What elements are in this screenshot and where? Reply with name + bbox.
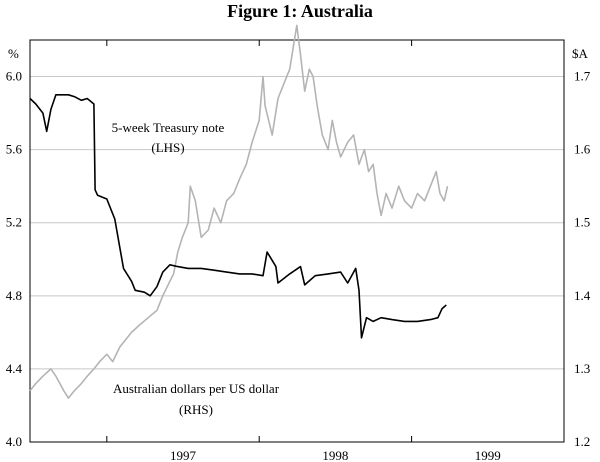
right-tick-label: 1.5 — [574, 215, 590, 230]
x-tick-label: 1999 — [475, 448, 501, 462]
plot-frame — [29, 39, 565, 443]
left-tick-label: 5.6 — [6, 142, 23, 157]
series-group — [29, 24, 449, 399]
right-axis: 1.2 1.3 1.4 1.5 1.6 1.7 $A — [572, 46, 591, 449]
right-axis-unit: $A — [572, 46, 589, 61]
annotation-tn-line: 5-week Treasury note — [112, 120, 225, 135]
left-tick-label: 4.4 — [6, 361, 23, 376]
annotation-fx-line: Australian dollars per US dollar — [113, 381, 280, 396]
right-tick-label: 1.7 — [574, 69, 591, 84]
x-tick-label: 1997 — [170, 448, 197, 462]
series-line-treasury-note — [29, 94, 447, 339]
right-tick-label: 1.6 — [574, 142, 591, 157]
left-axis: 4.0 4.4 4.8 5.2 5.6 6.0% — [6, 46, 23, 449]
annotation-fx-line: (RHS) — [179, 402, 213, 417]
left-tick-label: 4.8 — [6, 288, 22, 303]
left-axis-unit: % — [8, 46, 19, 61]
right-tick-label: 1.2 — [574, 434, 590, 449]
left-tick-label: 5.2 — [6, 215, 22, 230]
x-axis: 1997 1998 1999 — [106, 40, 501, 462]
series-line-aud-usd — [29, 24, 449, 399]
right-tick-label: 1.3 — [574, 361, 590, 376]
x-tick-label: 1998 — [322, 448, 348, 462]
chart-title: Figure 1: Australia — [227, 1, 373, 21]
annotation-tn-line: (LHS) — [151, 140, 184, 155]
right-tick-label: 1.4 — [574, 288, 591, 303]
left-tick-label: 4.0 — [6, 434, 22, 449]
left-tick-label: 6.0 — [6, 69, 22, 84]
gridlines — [30, 76, 564, 370]
annotations: 5-week Treasury note (LHS) Australian doll… — [112, 120, 280, 417]
